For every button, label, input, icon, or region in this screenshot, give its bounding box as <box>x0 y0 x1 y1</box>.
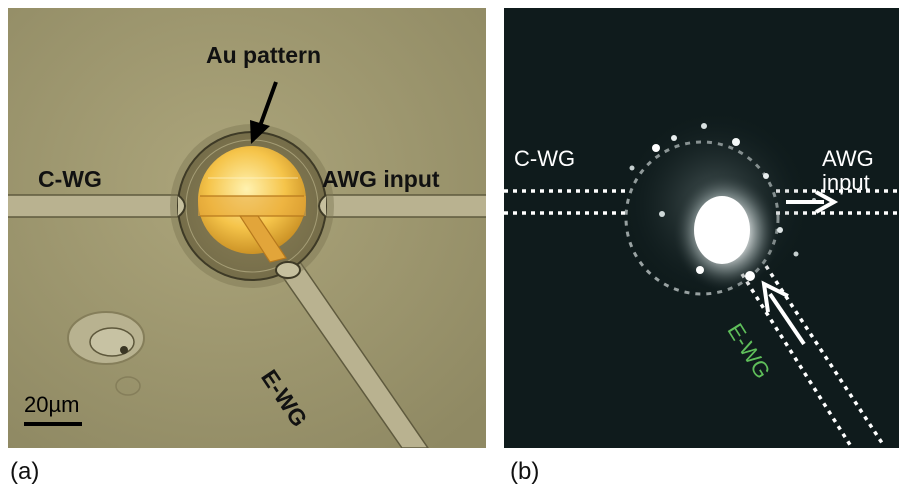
e-wg-outline <box>740 265 886 448</box>
micrograph-image <box>8 8 486 448</box>
emission-panel: C-WG AWG input E-WG <box>504 8 899 448</box>
debris-particle <box>67 311 145 396</box>
panel-letter-a: (a) <box>10 458 40 485</box>
au-pattern-label: Au pattern <box>206 42 321 68</box>
e-wg-input-arrow <box>761 280 806 346</box>
c-wg-label: C-WG <box>38 166 102 192</box>
awg-input-label: AWG input <box>322 166 440 192</box>
scale-bar-label: 20µm <box>24 392 80 417</box>
awg-label-b: AWG <box>822 146 874 171</box>
emission-image <box>504 8 899 448</box>
au-pattern-arrow <box>250 81 278 144</box>
emission-spot <box>621 109 816 299</box>
au-pattern <box>198 146 306 263</box>
awg-input-waveguide <box>320 194 486 218</box>
scale-bar-line <box>24 422 82 426</box>
c-wg-waveguide <box>8 194 183 218</box>
micrograph-panel: Au pattern C-WG AWG input E-WG 20µm <box>8 8 486 448</box>
c-wg-outline <box>504 189 630 215</box>
c-wg-label-b: C-WG <box>514 146 576 171</box>
input-label-b: input <box>822 170 870 195</box>
awg-output-arrow <box>786 190 839 214</box>
panel-letter-b: (b) <box>510 458 540 485</box>
